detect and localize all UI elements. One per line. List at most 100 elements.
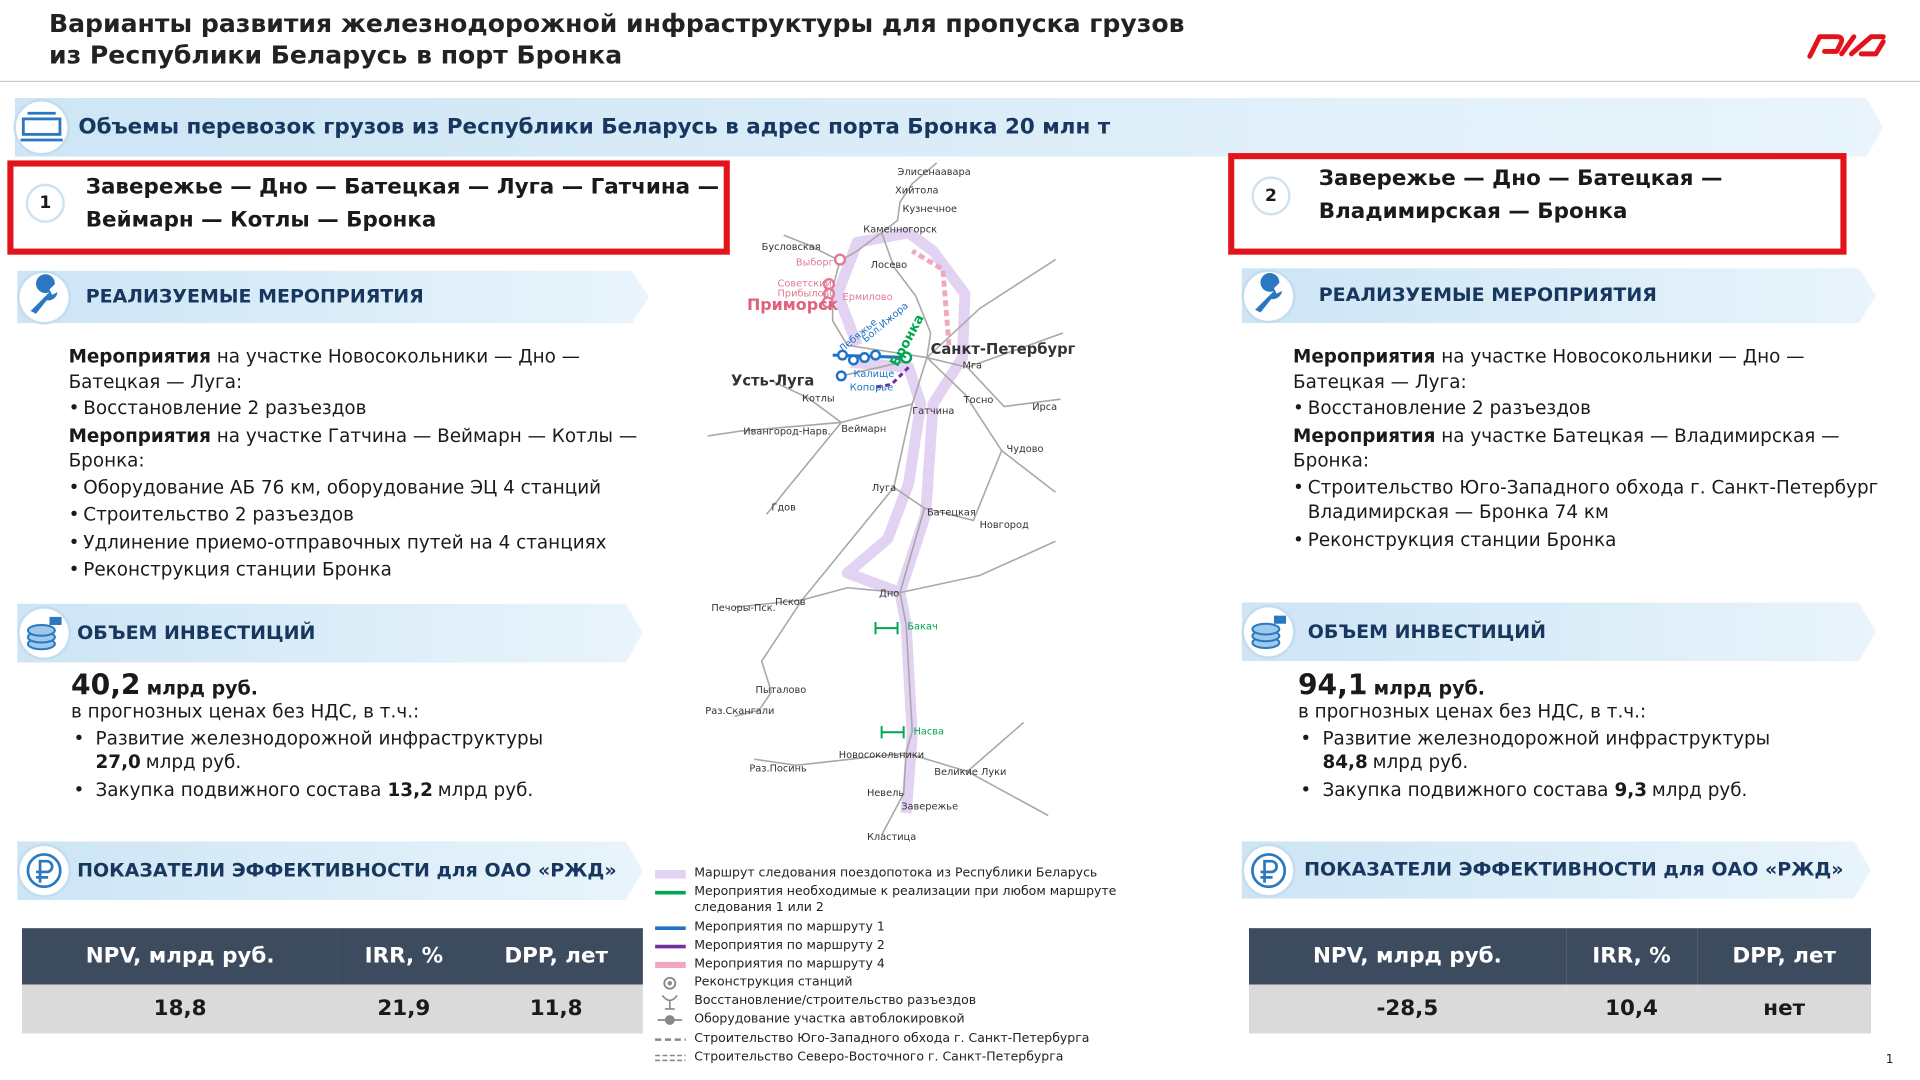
section-banner — [17, 604, 643, 663]
legend-swatch — [667, 981, 673, 986]
measure-text: на участке Гатчина — Веймарн — Котлы — Б… — [68, 424, 638, 472]
station-label: Бакач — [907, 621, 937, 632]
icon-part — [49, 616, 62, 625]
measure-heading: Мероприятия на участке Новосокольники — … — [69, 344, 657, 394]
rail-line — [783, 234, 841, 262]
station-label: Котлы — [802, 394, 835, 405]
table-header-cell: NPV, млрд руб. — [22, 928, 339, 985]
title-line: Варианты развития железнодорожной инфрас… — [48, 8, 1185, 38]
measure-item: Удлинение приемо-отправочных путей на 4 … — [69, 530, 657, 555]
section-banner — [1242, 602, 1876, 661]
table-cell: 11,8 — [469, 984, 643, 1034]
icon-part — [26, 853, 62, 889]
icon-part — [1251, 852, 1287, 888]
rail-line — [765, 421, 842, 515]
measure-lead: Мероприятия — [1293, 424, 1436, 447]
icon-part — [1273, 615, 1287, 624]
section-banner — [1242, 841, 1871, 899]
icon-part — [36, 859, 54, 883]
divider — [0, 80, 1920, 83]
station-label: Псков — [775, 597, 806, 608]
logo — [1807, 34, 1886, 59]
rail-line — [880, 592, 914, 836]
investment-item-value: 27,0 — [95, 750, 141, 773]
station-label: Раз.Скангали — [705, 706, 774, 717]
section-banner — [15, 98, 1884, 157]
investment-item-unit: млрд руб. — [145, 750, 242, 773]
legend-swatch — [661, 995, 678, 1010]
investment-unit: млрд руб. — [146, 677, 259, 700]
legend-label: Реконструкция станций — [694, 975, 853, 990]
investment: 40,2 млрд руб. в прогнозных ценах без НДС,… — [71, 672, 634, 807]
legend-label: Мероприятия по маршруту 2 — [694, 939, 885, 953]
measure-heading: Мероприятия на участке Батецкая — Владим… — [1293, 423, 1881, 473]
icon-part — [1260, 859, 1278, 883]
station-label: Батецкая — [927, 508, 976, 519]
table-header-row: NPV, млрд руб. IRR, % DPP, лет — [22, 928, 643, 985]
icon-glyph — [1255, 272, 1283, 312]
section-title: Объемы перевозок грузов из Республики Бе… — [78, 115, 1111, 140]
rail-line — [966, 366, 1061, 408]
measure-lead: Мероприятия — [68, 424, 211, 447]
station-label: Пыталово — [756, 685, 807, 696]
option-route: Завережье — Дно — Батецкая — Владимирская… — [1319, 163, 1723, 229]
rail-line — [841, 360, 907, 377]
investment-total: 40,2 — [71, 669, 141, 702]
measure-item: Восстановление 2 разъездов — [1293, 396, 1881, 421]
icon-part — [1251, 622, 1281, 636]
station-marker — [870, 349, 882, 361]
table-header-cell: DPP, лет — [1697, 928, 1872, 985]
station-label: Советский — [778, 279, 832, 290]
station-marker — [847, 354, 859, 366]
investment-item-amount: 84,8 млрд руб. — [1322, 751, 1861, 774]
rail-line — [839, 162, 938, 262]
icon-glyph — [1251, 615, 1287, 650]
passing-loop-marker — [874, 622, 899, 635]
legend-label: Восстановление/строительство разъездов — [694, 994, 977, 1008]
icon-glyph — [26, 616, 62, 651]
option-number: 2 — [1251, 176, 1291, 216]
option-number: 1 — [25, 183, 65, 223]
rail-line — [831, 260, 928, 359]
rail-line — [926, 356, 1056, 493]
station-label: Завережье — [901, 801, 958, 812]
station-label: Веймарн — [841, 424, 886, 435]
station-label: Копорье — [850, 383, 893, 394]
measure-list: Восстановление 2 разъездов — [69, 396, 657, 421]
station-label: Бусловская — [762, 242, 821, 253]
measure-text: на участке Новосокольники — Дно — Батецк… — [1293, 345, 1805, 393]
investment-item-text: Закупка подвижного состава — [1322, 778, 1609, 801]
investment-total-line: 94,1 млрд руб. — [1298, 672, 1861, 701]
station-label: Калище — [853, 369, 894, 380]
passing-loop-marker — [880, 726, 905, 739]
rail-line — [966, 721, 1025, 773]
investment-item-text: Закупка подвижного состава — [95, 778, 382, 801]
investment-item-text: Развитие железнодорожной инфраструктуры — [95, 727, 544, 750]
station-label: Лосево — [871, 260, 907, 271]
station-label: Кластица — [867, 832, 916, 843]
measure-text: на участке Батецкая — Владимирская — Бро… — [1293, 424, 1840, 472]
table-cell: 10,4 — [1565, 984, 1698, 1034]
station-label: Печоры-Пск. — [711, 603, 775, 614]
icon-part — [30, 273, 58, 314]
measure-item: Оборудование АБ 76 км, оборудование ЭЦ 4… — [69, 474, 657, 499]
legend-label: Оборудование участка автоблокировкой — [694, 1012, 965, 1027]
station-label: Дно — [879, 588, 899, 599]
page-number: 1 — [1885, 1053, 1894, 1067]
route-band — [832, 227, 971, 595]
station-label: Хийтола — [895, 185, 938, 196]
station-label: Выборг — [796, 258, 834, 269]
rail-line — [880, 232, 932, 358]
rail-line — [926, 258, 1056, 359]
station-label: Ермилово — [842, 292, 892, 303]
table-cell: 18,8 — [22, 984, 339, 1034]
investment-list: Развитие железнодорожной инфраструктуры2… — [71, 727, 634, 802]
legend-label: Мероприятия по маршруту 1 — [694, 920, 885, 935]
measure-item: Строительство Юго-Западного обхода г. Са… — [1293, 474, 1881, 524]
section-title: РЕАЛИЗУЕМЫЕ МЕРОПРИЯТИЯ — [85, 285, 424, 308]
route-line: Завережье — Дно — Батецкая — — [1318, 166, 1723, 192]
investment-item-unit: млрд руб. — [1651, 778, 1748, 801]
